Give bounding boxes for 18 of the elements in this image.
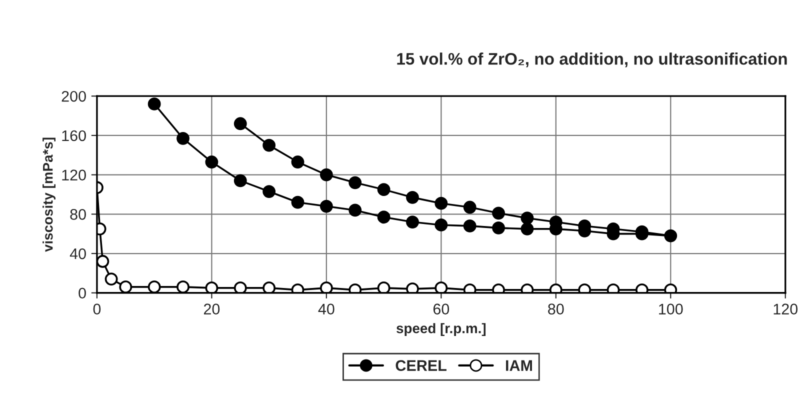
y-tick-label: 0 [78,288,86,299]
legend-label: CEREL [396,360,446,371]
y-tick-label: 40 [70,248,86,260]
x-tick-label: 80 [548,304,564,315]
y-tick-label: 120 [62,170,86,180]
x-tick-label: 0 [93,304,101,315]
y-tick-label: 200 [62,90,86,102]
chart-title: 15 vol.% of ZrO₂, no addition, no ultrasonification [397,52,787,68]
x-tick-label: 40 [318,304,334,315]
y-tick-label: 160 [62,130,86,142]
x-tick-label: 20 [204,304,220,315]
y-axis-title: viscosity [mPa*s] [42,138,56,252]
x-tick-label: 120 [774,304,798,315]
y-tick-label: 80 [70,209,86,220]
x-axis-title: speed [r.p.m.] [396,323,486,336]
legend-label: IAM [506,360,532,371]
x-tick-label: 60 [433,304,450,315]
x-tick-label: 100 [659,304,683,315]
